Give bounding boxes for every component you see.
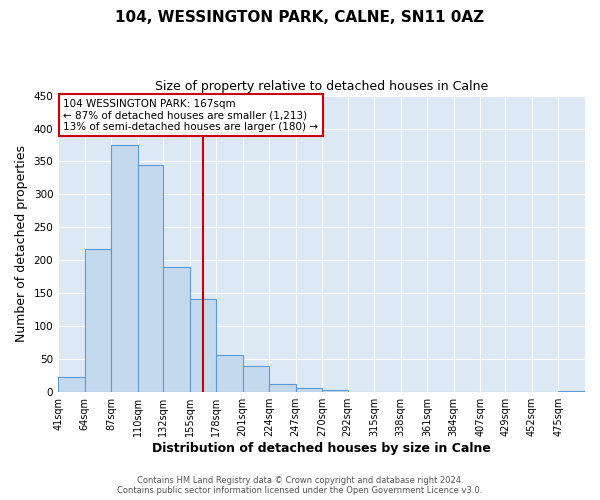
Text: 104, WESSINGTON PARK, CALNE, SN11 0AZ: 104, WESSINGTON PARK, CALNE, SN11 0AZ	[115, 10, 485, 25]
Y-axis label: Number of detached properties: Number of detached properties	[15, 146, 28, 342]
X-axis label: Distribution of detached houses by size in Calne: Distribution of detached houses by size …	[152, 442, 491, 455]
Bar	[242, 366, 269, 392]
Bar	[58, 377, 85, 392]
Bar	[559, 391, 585, 392]
Bar	[138, 165, 163, 392]
Bar	[322, 390, 347, 392]
Text: Contains HM Land Registry data © Crown copyright and database right 2024.
Contai: Contains HM Land Registry data © Crown c…	[118, 476, 482, 495]
Text: 104 WESSINGTON PARK: 167sqm
← 87% of detached houses are smaller (1,213)
13% of : 104 WESSINGTON PARK: 167sqm ← 87% of det…	[64, 98, 319, 132]
Bar	[190, 298, 216, 392]
Title: Size of property relative to detached houses in Calne: Size of property relative to detached ho…	[155, 80, 488, 93]
Bar	[163, 267, 190, 392]
Bar	[216, 356, 242, 392]
Bar	[111, 145, 138, 392]
Bar	[85, 249, 111, 392]
Bar	[269, 384, 296, 392]
Bar	[296, 388, 322, 392]
